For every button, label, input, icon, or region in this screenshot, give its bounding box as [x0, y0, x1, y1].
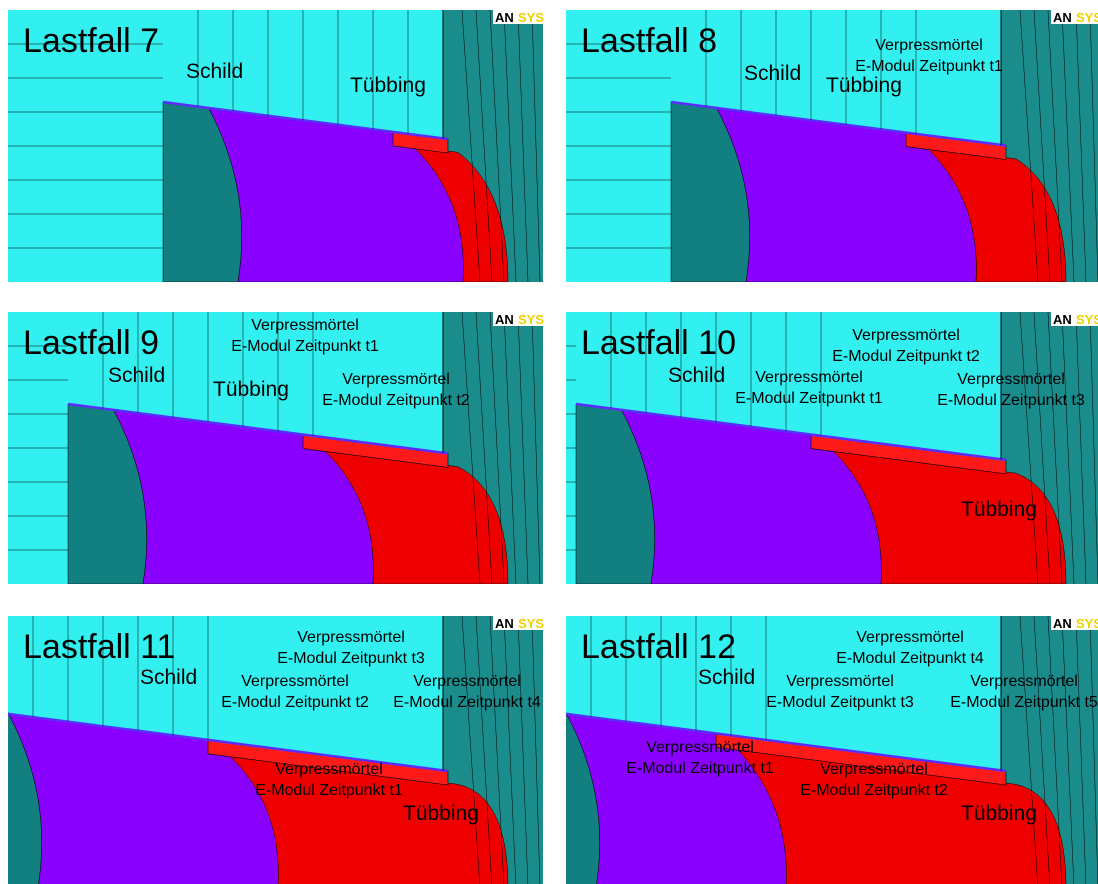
panel-title: Lastfall 9: [23, 324, 159, 362]
label: Verpressmörtel: [856, 629, 964, 646]
panel-title: Lastfall 12: [581, 628, 736, 666]
logo-b: SYS: [518, 616, 544, 631]
logo: AN SYS: [1051, 312, 1098, 327]
logo-a: AN: [1053, 312, 1072, 327]
label: E-Modul Zeitpunkt t1: [735, 390, 883, 407]
logo: AN SYS: [493, 616, 544, 631]
label: Verpressmörtel: [820, 761, 928, 778]
panel: AN SYS Lastfall 7 Schild Tübbing: [8, 10, 552, 282]
label: Schild: [186, 60, 243, 83]
label: Tübbing: [403, 802, 479, 825]
label: E-Modul Zeitpunkt t4: [836, 650, 984, 667]
label: Verpressmörtel: [413, 673, 521, 690]
label: Verpressmörtel: [241, 673, 349, 690]
mesh-line: [546, 10, 552, 282]
logo-a: AN: [495, 312, 514, 327]
panel-title: Lastfall 10: [581, 324, 736, 362]
label: Verpressmörtel: [275, 761, 383, 778]
label: E-Modul Zeitpunkt t3: [277, 650, 425, 667]
mesh-line: [546, 312, 552, 584]
panel-title: Lastfall 7: [23, 22, 159, 60]
label: Tübbing: [961, 498, 1037, 521]
label: Schild: [698, 666, 755, 689]
label: Verpressmörtel: [755, 369, 863, 386]
label: E-Modul Zeitpunkt t2: [322, 392, 470, 409]
label: Verpressmörtel: [646, 739, 754, 756]
label: E-Modul Zeitpunkt t1: [855, 58, 1003, 75]
label: E-Modul Zeitpunkt t1: [255, 782, 403, 799]
label: Schild: [140, 666, 197, 689]
label: Verpressmörtel: [251, 317, 359, 334]
logo-b: SYS: [518, 312, 544, 327]
label: Verpressmörtel: [786, 673, 894, 690]
label: Schild: [108, 364, 165, 387]
logo-b: SYS: [1076, 616, 1098, 631]
label: Schild: [668, 364, 725, 387]
label: E-Modul Zeitpunkt t5: [950, 694, 1098, 711]
logo: AN SYS: [493, 312, 544, 327]
label: Tübbing: [961, 802, 1037, 825]
logo: AN SYS: [493, 10, 544, 25]
label: Verpressmörtel: [970, 673, 1078, 690]
logo-a: AN: [1053, 616, 1072, 631]
label: E-Modul Zeitpunkt t2: [832, 348, 980, 365]
label: E-Modul Zeitpunkt t2: [221, 694, 369, 711]
page: AN SYS Lastfall 7 Schild Tübbing AN SYS Lastfal…: [0, 0, 1098, 884]
panel-title: Lastfall 11: [23, 628, 175, 666]
panel: AN SYS Lastfall 8 Schild Tübbing Verpressmört…: [566, 10, 1098, 282]
panel-title: Lastfall 8: [581, 22, 717, 60]
logo-a: AN: [495, 10, 514, 25]
logo-b: SYS: [518, 10, 544, 25]
label: Verpressmörtel: [297, 629, 405, 646]
label: E-Modul Zeitpunkt t1: [231, 338, 379, 355]
label: Schild: [744, 62, 801, 85]
label: E-Modul Zeitpunkt t3: [937, 392, 1085, 409]
logo-b: SYS: [1076, 312, 1098, 327]
label: Verpressmörtel: [957, 371, 1065, 388]
label: Tübbing: [350, 74, 426, 97]
label: E-Modul Zeitpunkt t2: [800, 782, 948, 799]
logo-a: AN: [495, 616, 514, 631]
label: Verpressmörtel: [342, 371, 450, 388]
label: Verpressmörtel: [875, 37, 983, 54]
label: Verpressmörtel: [852, 327, 960, 344]
label: Tübbing: [826, 74, 902, 97]
mesh-line: [546, 616, 552, 884]
figure: AN SYS Lastfall 7 Schild Tübbing AN SYS Lastfal…: [0, 0, 1098, 884]
label: E-Modul Zeitpunkt t3: [766, 694, 914, 711]
label: E-Modul Zeitpunkt t1: [626, 760, 774, 777]
logo-a: AN: [1053, 10, 1072, 25]
logo: AN SYS: [1051, 616, 1098, 631]
logo: AN SYS: [1051, 10, 1098, 25]
logo-b: SYS: [1076, 10, 1098, 25]
label: E-Modul Zeitpunkt t4: [393, 694, 541, 711]
label: Tübbing: [213, 378, 289, 401]
